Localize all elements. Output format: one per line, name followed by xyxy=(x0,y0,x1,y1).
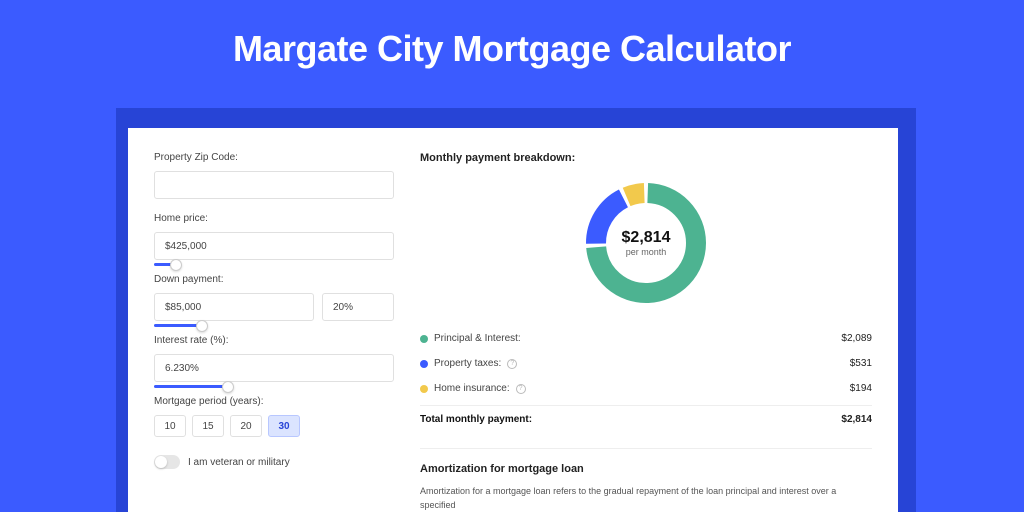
total-label: Total monthly payment: xyxy=(420,414,532,425)
legend-label: Home insurance: xyxy=(434,383,510,394)
legend-row-0: Principal & Interest: $2,089 xyxy=(420,326,872,351)
donut-amount: $2,814 xyxy=(622,229,671,247)
veteran-row: I am veteran or military xyxy=(154,455,394,469)
down-payment-amount-input[interactable] xyxy=(154,293,314,321)
home-price-slider-thumb[interactable] xyxy=(170,259,182,271)
zip-group: Property Zip Code: xyxy=(154,152,394,199)
zip-label: Property Zip Code: xyxy=(154,152,394,163)
amortization-text: Amortization for a mortgage loan refers … xyxy=(420,485,872,512)
down-payment-slider-thumb[interactable] xyxy=(196,320,208,332)
donut-center: $2,814 per month xyxy=(581,178,711,308)
period-option-10[interactable]: 10 xyxy=(154,415,186,437)
calculator-card: Property Zip Code: Home price: Down paym… xyxy=(128,128,898,512)
home-price-input[interactable] xyxy=(154,232,394,260)
interest-rate-group: Interest rate (%): xyxy=(154,335,394,382)
veteran-toggle[interactable] xyxy=(154,455,180,469)
legend-dot-icon xyxy=(420,335,428,343)
legend-row-1: Property taxes:? $531 xyxy=(420,351,872,376)
legend-value: $531 xyxy=(850,358,872,369)
info-icon[interactable]: ? xyxy=(516,384,526,394)
legend-left: Property taxes:? xyxy=(420,358,517,369)
home-price-group: Home price: xyxy=(154,213,394,260)
period-options: 10 15 20 30 xyxy=(154,415,394,437)
down-payment-slider-track[interactable] xyxy=(154,324,202,327)
period-label: Mortgage period (years): xyxy=(154,396,394,407)
legend-label: Property taxes: xyxy=(434,358,501,369)
amortization-title: Amortization for mortgage loan xyxy=(420,463,872,475)
down-payment-group: Down payment: xyxy=(154,274,394,321)
breakdown-title: Monthly payment breakdown: xyxy=(420,152,872,164)
interest-rate-slider-thumb[interactable] xyxy=(222,381,234,393)
page-title: Margate City Mortgage Calculator xyxy=(0,0,1024,70)
legend-dot-icon xyxy=(420,385,428,393)
legend: Principal & Interest: $2,089 Property taxe… xyxy=(420,326,872,401)
interest-rate-slider-track[interactable] xyxy=(154,385,228,388)
legend-left: Home insurance:? xyxy=(420,383,526,394)
veteran-label: I am veteran or military xyxy=(188,457,290,468)
form-column: Property Zip Code: Home price: Down paym… xyxy=(154,152,394,504)
donut-sub: per month xyxy=(626,247,667,257)
legend-left: Principal & Interest: xyxy=(420,333,521,344)
period-group: Mortgage period (years): 10 15 20 30 xyxy=(154,396,394,437)
donut-chart-wrap: $2,814 per month xyxy=(420,178,872,308)
legend-dot-icon xyxy=(420,360,428,368)
total-value: $2,814 xyxy=(841,414,872,425)
down-payment-percent-input[interactable] xyxy=(322,293,394,321)
interest-rate-label: Interest rate (%): xyxy=(154,335,394,346)
period-option-30[interactable]: 30 xyxy=(268,415,300,437)
legend-label: Principal & Interest: xyxy=(434,333,521,344)
zip-input[interactable] xyxy=(154,171,394,199)
amortization-section: Amortization for mortgage loan Amortizat… xyxy=(420,448,872,512)
interest-rate-input[interactable] xyxy=(154,354,394,382)
legend-row-2: Home insurance:? $194 xyxy=(420,376,872,401)
home-price-label: Home price: xyxy=(154,213,394,224)
info-icon[interactable]: ? xyxy=(507,359,517,369)
legend-value: $2,089 xyxy=(841,333,872,344)
period-option-15[interactable]: 15 xyxy=(192,415,224,437)
hero: Margate City Mortgage Calculator Propert… xyxy=(0,0,1024,512)
down-payment-label: Down payment: xyxy=(154,274,394,285)
breakdown-column: Monthly payment breakdown: $2,814 per mo… xyxy=(420,152,872,504)
legend-value: $194 xyxy=(850,383,872,394)
total-row: Total monthly payment: $2,814 xyxy=(420,405,872,432)
donut-chart: $2,814 per month xyxy=(581,178,711,308)
period-option-20[interactable]: 20 xyxy=(230,415,262,437)
